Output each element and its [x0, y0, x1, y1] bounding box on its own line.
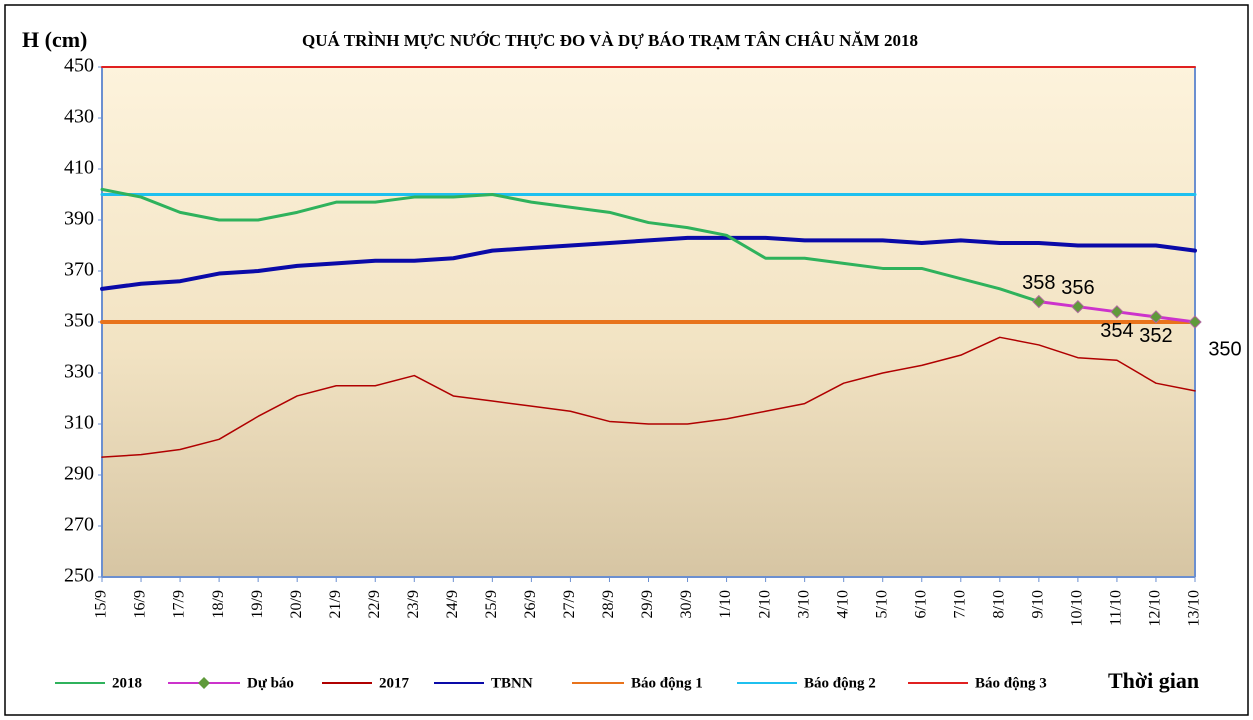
- legend-label: Báo động 1: [631, 675, 703, 691]
- legend-marker: [198, 677, 210, 689]
- x-tick-label: 26/9: [522, 590, 539, 618]
- data-label: 350: [1208, 338, 1241, 360]
- x-tick-label: 6/10: [912, 590, 929, 618]
- y-tick-label: 430: [64, 106, 94, 128]
- x-tick-label: 18/9: [210, 590, 227, 618]
- legend-label: 2018: [112, 675, 142, 691]
- x-tick-label: 19/9: [249, 590, 266, 618]
- x-tick-label: 24/9: [444, 590, 461, 618]
- y-tick-label: 350: [64, 310, 94, 332]
- x-tick-label: 15/9: [93, 590, 110, 618]
- x-tick-label: 27/9: [561, 590, 578, 618]
- marker: [1149, 310, 1163, 324]
- x-tick-label: 30/9: [678, 590, 695, 618]
- x-tick-label: 2/10: [756, 590, 773, 618]
- y-tick-label: 290: [64, 463, 94, 485]
- data-label: 356: [1061, 277, 1094, 299]
- x-tick-label: 4/10: [834, 590, 851, 618]
- x-tick-label: 13/10: [1186, 590, 1203, 626]
- data-label: 352: [1139, 325, 1172, 347]
- series-line: [100, 235, 1197, 291]
- legend-label: 2017: [379, 675, 410, 691]
- x-tick-label: 25/9: [483, 590, 500, 618]
- marker: [1071, 299, 1085, 314]
- legend-label: TBNN: [491, 675, 533, 691]
- legend-label: Dự báo: [247, 675, 294, 691]
- x-tick-label: 28/9: [600, 590, 617, 618]
- y-tick-label: 450: [64, 55, 94, 77]
- x-tick-label: 9/10: [1030, 590, 1047, 618]
- y-tick-label: 250: [64, 565, 94, 587]
- y-axis-label: H (cm): [22, 27, 87, 52]
- x-tick-label: 16/9: [132, 590, 149, 618]
- y-tick-label: 270: [64, 514, 94, 536]
- y-tick-label: 330: [64, 361, 94, 383]
- y-tick-label: 310: [64, 412, 94, 434]
- marker: [1032, 294, 1046, 309]
- x-tick-label: 10/10: [1069, 590, 1086, 626]
- series-line: [100, 187, 1041, 304]
- x-tick-label: 11/10: [1108, 590, 1125, 626]
- y-tick-label: 390: [64, 208, 94, 230]
- data-label: 358: [1022, 272, 1055, 294]
- data-label: 354: [1100, 320, 1133, 342]
- x-tick-label: 21/9: [327, 590, 344, 618]
- marker: [1188, 315, 1202, 329]
- legend-label: Báo động 2: [804, 675, 876, 691]
- y-tick-label: 370: [64, 259, 94, 281]
- x-tick-label: 29/9: [639, 590, 656, 618]
- x-tick-label: 8/10: [990, 590, 1007, 618]
- x-tick-label: 3/10: [795, 590, 812, 618]
- chart-title: QUÁ TRÌNH MỰC NƯỚC THỰC ĐO VÀ DỰ BÁO TRẠ…: [302, 31, 918, 50]
- marker: [1110, 305, 1124, 319]
- x-tick-label: 7/10: [951, 590, 968, 618]
- x-tick-label: 23/9: [405, 590, 422, 618]
- x-tick-label: 5/10: [873, 590, 890, 618]
- x-tick-label: 22/9: [366, 590, 383, 618]
- y-tick-label: 410: [64, 157, 94, 179]
- x-axis-label: Thời gian: [1108, 668, 1199, 693]
- legend-label: Báo động 3: [975, 675, 1047, 691]
- x-tick-label: 1/10: [717, 590, 734, 618]
- series-line: [101, 336, 1196, 458]
- x-tick-label: 17/9: [171, 590, 188, 618]
- x-tick-label: 20/9: [288, 590, 305, 618]
- x-tick-label: 12/10: [1147, 590, 1164, 626]
